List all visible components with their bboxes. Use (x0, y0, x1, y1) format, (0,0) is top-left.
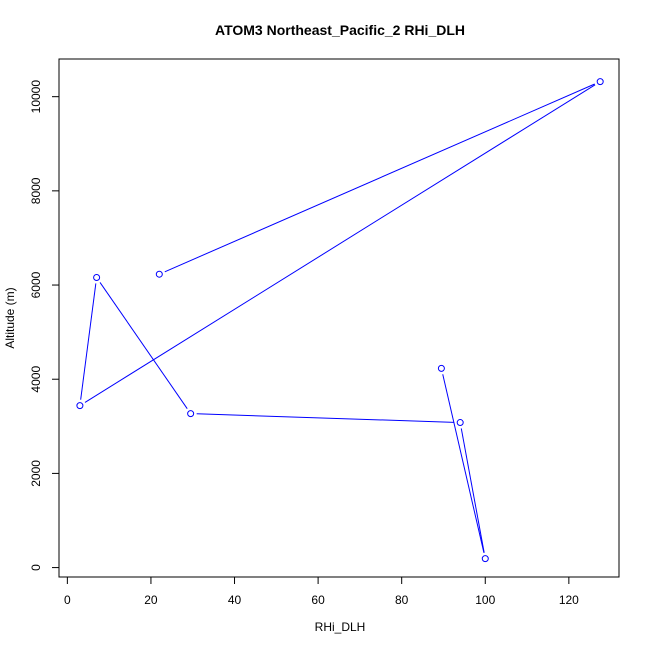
y-axis-label: Altitude (m) (3, 287, 17, 348)
y-tick-label: 4000 (29, 366, 43, 393)
data-point (437, 364, 445, 372)
series-line-segment (164, 83, 595, 273)
y-tick-label: 10000 (29, 80, 43, 114)
x-tick-label: 20 (144, 593, 158, 607)
data-point (93, 274, 101, 282)
y-tick-label: 2000 (29, 460, 43, 487)
data-point (456, 419, 464, 427)
x-axis: 0 20 40 60 80 100 120 (64, 576, 579, 607)
y-tick-label: 8000 (29, 177, 43, 204)
x-tick-label: 80 (395, 593, 409, 607)
plot-frame (58, 58, 620, 578)
x-tick-label: 60 (311, 593, 325, 607)
y-tick-label: 0 (29, 564, 43, 571)
series-line-segment (80, 283, 97, 400)
data-point (76, 402, 84, 410)
chart-title: ATOM3 Northeast_Pacific_2 RHi_DLH (215, 22, 465, 38)
series-line-segment (196, 413, 455, 423)
series-line-segment (442, 374, 485, 553)
data-point (187, 410, 195, 418)
x-tick-label: 0 (64, 593, 71, 607)
y-tick-label: 6000 (29, 271, 43, 298)
x-tick-label: 120 (559, 593, 579, 607)
series-line-segment (460, 428, 485, 553)
x-tick-label: 100 (475, 593, 495, 607)
series-line-segment (84, 84, 596, 403)
data-point (155, 270, 163, 278)
series-layer (76, 78, 604, 563)
data-point (596, 78, 604, 86)
data-point (481, 555, 489, 563)
series-line-segment (99, 282, 188, 409)
x-tick-label: 40 (228, 593, 242, 607)
y-axis: 0 2000 4000 6000 8000 10000 (29, 80, 60, 571)
x-axis-label: RHi_DLH (315, 620, 366, 634)
